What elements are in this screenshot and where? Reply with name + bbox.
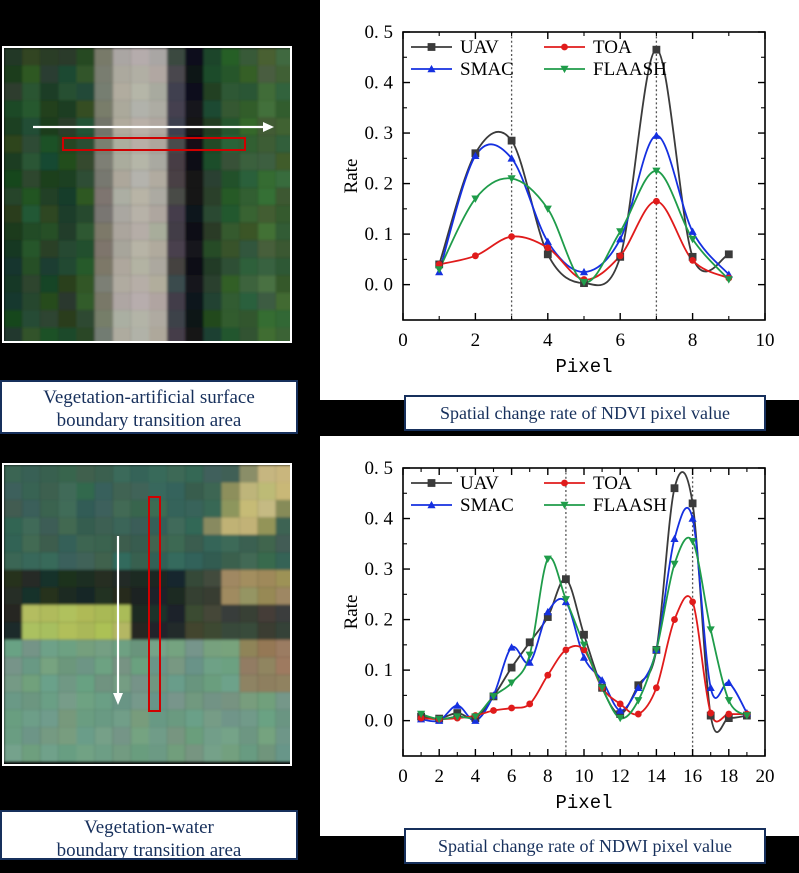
svg-text:Rate: Rate [341, 159, 362, 194]
svg-text:0. 1: 0. 1 [365, 224, 394, 245]
svg-text:4: 4 [543, 330, 553, 351]
svg-text:0. 4: 0. 4 [365, 73, 394, 94]
svg-text:0. 2: 0. 2 [365, 174, 394, 195]
svg-text:TOA: TOA [593, 473, 632, 494]
svg-text:0. 2: 0. 2 [365, 610, 394, 631]
svg-text:0. 3: 0. 3 [365, 559, 394, 580]
svg-text:0. 5: 0. 5 [365, 458, 394, 479]
svg-text:6: 6 [615, 330, 625, 351]
svg-text:0. 3: 0. 3 [365, 123, 394, 144]
svg-text:8: 8 [688, 330, 698, 351]
svg-text:0. 0: 0. 0 [365, 711, 394, 732]
svg-text:0. 0: 0. 0 [365, 275, 394, 296]
svg-text:2: 2 [434, 766, 444, 787]
svg-text:0. 5: 0. 5 [365, 22, 394, 43]
svg-text:14: 14 [647, 766, 667, 787]
svg-text:FLAASH: FLAASH [593, 495, 667, 516]
svg-text:SMAC: SMAC [460, 495, 514, 516]
svg-text:20: 20 [756, 766, 775, 787]
svg-text:0. 1: 0. 1 [365, 660, 394, 681]
svg-text:2: 2 [471, 330, 481, 351]
svg-text:0: 0 [398, 330, 408, 351]
svg-text:UAV: UAV [460, 473, 499, 494]
svg-text:0. 4: 0. 4 [365, 509, 394, 530]
svg-text:SMAC: SMAC [460, 59, 514, 80]
svg-text:Pixel: Pixel [555, 356, 612, 378]
svg-text:10: 10 [575, 766, 594, 787]
svg-text:16: 16 [683, 766, 702, 787]
svg-text:Pixel: Pixel [555, 792, 612, 814]
svg-text:18: 18 [719, 766, 738, 787]
svg-text:6: 6 [507, 766, 516, 787]
svg-text:8: 8 [543, 766, 553, 787]
svg-text:UAV: UAV [460, 37, 499, 58]
svg-text:12: 12 [611, 766, 630, 787]
svg-text:Rate: Rate [341, 595, 362, 630]
svg-text:TOA: TOA [593, 37, 632, 58]
svg-text:FLAASH: FLAASH [593, 59, 667, 80]
svg-text:0: 0 [398, 766, 408, 787]
svg-text:10: 10 [756, 330, 775, 351]
svg-text:4: 4 [471, 766, 481, 787]
